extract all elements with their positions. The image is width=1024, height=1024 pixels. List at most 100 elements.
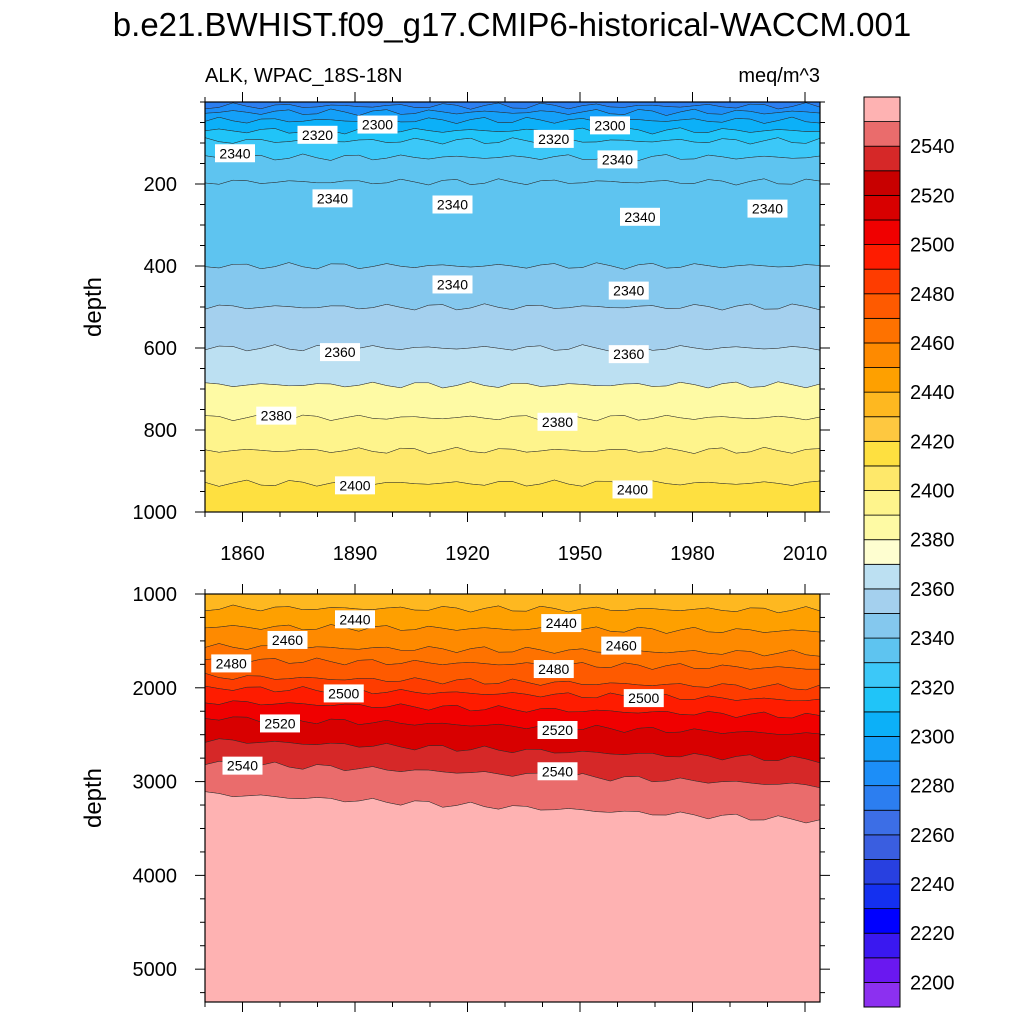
contour-label-text: 2340 — [219, 145, 250, 161]
upper-contour-labels: 2300 2300 2320 2320 2340 2340 2340 2340 2340 2340… — [215, 115, 788, 499]
upper-band — [205, 381, 820, 422]
contour-label-text: 2460 — [606, 638, 637, 654]
colorbar-label: 2420 — [910, 431, 955, 453]
upper-contour-label: 2400 — [612, 480, 653, 499]
colorbar-label: 2220 — [910, 923, 955, 945]
contour-label-text: 2340 — [437, 276, 468, 292]
lower-contour-label: 2500 — [323, 684, 364, 703]
contour-label-text: 2540 — [227, 758, 258, 774]
upper-contour-fill — [205, 102, 820, 512]
colorbar-box — [863, 317, 901, 344]
colorbar-box — [863, 268, 901, 295]
contour-label-box — [612, 480, 653, 499]
lower-contour-label: 2520 — [537, 721, 578, 739]
lower-y-tick-label: 4000 — [133, 865, 178, 887]
colorbar-label: 2200 — [910, 972, 955, 994]
contour-label-box — [590, 116, 630, 135]
colorbar-box — [863, 170, 901, 196]
lower-contour-label: 2540 — [537, 762, 578, 781]
colorbar-box — [863, 859, 901, 885]
colorbar-label: 2500 — [910, 235, 955, 257]
colorbar-box — [863, 662, 901, 688]
contour-label-box — [357, 115, 398, 134]
upper-band — [205, 479, 820, 512]
lower-y-tick-label: 2000 — [133, 678, 178, 700]
contour-label-text: 2520 — [264, 715, 295, 731]
contour-label-box — [297, 125, 338, 144]
lower-contour-label: 2460 — [267, 630, 308, 649]
contour-label-text: 2440 — [546, 615, 577, 631]
colorbar-box — [863, 539, 901, 565]
upper-contour-label: 2360 — [608, 345, 649, 364]
contour-label-box — [533, 129, 574, 148]
colorbar-box — [863, 440, 901, 467]
upper-contour-label: 2380 — [537, 412, 578, 431]
contour-label-box — [267, 630, 308, 649]
upper-y-tick-label: 200 — [144, 174, 177, 196]
lower-contour-label: 2480 — [211, 654, 252, 673]
upper-y-tick-label: 800 — [144, 420, 177, 442]
colorbar-box — [863, 219, 901, 245]
colorbar-box — [863, 736, 901, 762]
colorbar-box — [863, 145, 901, 172]
contour-label-text: 2380 — [261, 408, 292, 424]
colorbar-box — [863, 121, 901, 147]
contour-label-text: 2340 — [437, 197, 468, 213]
units-label: meq/m^3 — [738, 65, 820, 87]
colorbar-label: 2360 — [910, 579, 955, 601]
contour-label-text: 2320 — [302, 127, 333, 143]
upper-contour-label: 2300 — [590, 116, 630, 135]
colorbar-box — [863, 809, 901, 836]
colorbar-box — [863, 982, 901, 1008]
contour-label-text: 2340 — [317, 190, 348, 206]
upper-contour-label: 2360 — [320, 343, 360, 362]
upper-contour-label: 2340 — [597, 150, 638, 169]
lower-y-axis-label: depth — [80, 768, 107, 828]
upper-contour-label: 2340 — [747, 199, 788, 218]
colorbar-box — [863, 834, 901, 860]
contour-label-box — [211, 654, 252, 673]
contour-label-box — [537, 412, 578, 431]
contour-label-text: 2400 — [617, 481, 648, 497]
colorbar-box — [863, 194, 901, 221]
contour-label-box — [541, 614, 582, 633]
lower-contour-label: 2500 — [623, 689, 664, 708]
colorbar-label: 2280 — [910, 776, 955, 798]
upper-y-tick-label: 600 — [144, 338, 177, 360]
upper-band — [205, 303, 820, 352]
colorbar-label: 2440 — [910, 382, 955, 404]
lower-contour-label: 2440 — [335, 610, 375, 629]
colorbar-box — [863, 416, 901, 442]
colorbar-box — [863, 96, 901, 122]
x-tick-label: 1950 — [558, 543, 603, 565]
contour-label-box — [260, 714, 300, 733]
colorbar-box — [863, 563, 901, 590]
upper-x-axis: 1860 1890 1920 1950 1980 2010 — [204, 92, 827, 565]
colorbar-box — [863, 514, 901, 541]
upper-y-tick-label: 400 — [144, 256, 177, 278]
upper-contour-label: 2340 — [215, 144, 255, 163]
colorbar-label: 2400 — [910, 481, 955, 503]
upper-y-tick-label: 1000 — [133, 502, 178, 524]
upper-contour-label: 2320 — [533, 129, 574, 148]
colorbar-box — [863, 711, 901, 737]
contour-label-box — [323, 684, 364, 703]
contour-label-box — [215, 144, 255, 163]
colorbar-label: 2520 — [910, 185, 955, 207]
contour-label-text: 2300 — [594, 117, 625, 133]
contour-label-text: 2480 — [538, 661, 569, 677]
lower-contour-label: 2480 — [533, 660, 574, 679]
colorbar-frame — [863, 96, 901, 1008]
colorbar-box — [863, 293, 901, 319]
contour-label-box — [608, 345, 649, 364]
contour-label-box — [432, 275, 473, 294]
colorbar-label: 2240 — [910, 874, 955, 896]
colorbar-box — [863, 883, 901, 910]
colorbar-label: 2540 — [910, 136, 955, 158]
contour-label-text: 2440 — [339, 611, 370, 627]
contour-label-text: 2520 — [542, 722, 573, 738]
colorbar-box — [863, 588, 901, 614]
contour-label-box — [533, 660, 574, 679]
contour-label-text: 2340 — [602, 151, 633, 167]
